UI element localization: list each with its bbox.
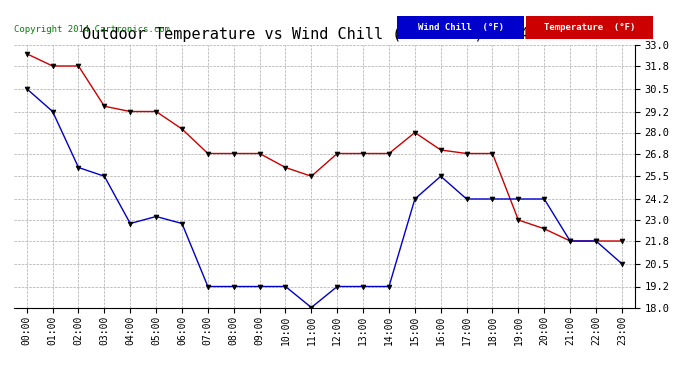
Text: Temperature  (°F): Temperature (°F): [544, 23, 635, 32]
Text: Copyright 2014 Cartronics.com: Copyright 2014 Cartronics.com: [14, 25, 170, 34]
Title: Outdoor Temperature vs Wind Chill (24 Hours) 20140308: Outdoor Temperature vs Wind Chill (24 Ho…: [83, 27, 566, 42]
Text: Wind Chill  (°F): Wind Chill (°F): [417, 23, 504, 32]
